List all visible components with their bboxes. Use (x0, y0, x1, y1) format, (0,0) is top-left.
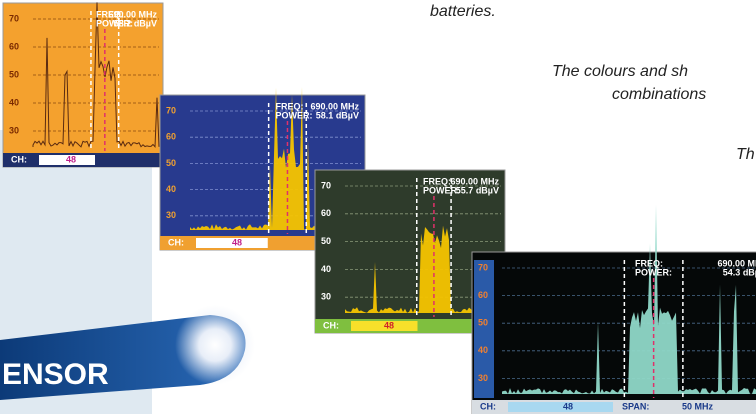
freq-value: 690.00 MHz (108, 9, 157, 19)
channel: 48 (232, 237, 242, 247)
y-tick-label: 70 (9, 13, 19, 23)
y-tick-label: 50 (9, 69, 19, 79)
ch-label: CH: (168, 237, 184, 247)
span-value: 50 MHz (682, 401, 714, 411)
screen-bg (471, 251, 756, 414)
power-label: POWER: (96, 18, 133, 28)
y-tick-label: 40 (478, 345, 488, 355)
spectrum-trace (32, 2, 160, 149)
y-tick-label: 60 (9, 41, 19, 51)
y-tick-label: 30 (478, 373, 488, 383)
y-tick-label: 50 (321, 236, 331, 246)
ch-label: CH: (323, 320, 339, 330)
logo-text: ENSOR (2, 358, 109, 391)
spectrum (345, 225, 501, 313)
y-tick-label: 60 (166, 132, 176, 142)
power-value: 58.2 dBµV (114, 18, 157, 28)
y-tick-label: 40 (321, 264, 331, 274)
channel: 48 (563, 401, 573, 411)
y-tick-label: 70 (166, 105, 176, 115)
power-label: POWER: (635, 267, 672, 277)
body-text: The colours and sh (552, 63, 688, 80)
y-tick-label: 70 (478, 262, 488, 272)
analyzer-screen: 70 60 50 40 30 FREQ:POWER: 690.00 MHz54.3 dBµV… (471, 204, 756, 414)
freq-value: 690.00 MHz (310, 101, 359, 111)
y-tick-label: 30 (321, 292, 331, 302)
body-text: Th (736, 146, 755, 163)
ch-box (39, 155, 95, 165)
spectrum (190, 86, 361, 230)
freq-value: 690.00 MHz (450, 176, 499, 186)
ch-label: CH: (480, 401, 496, 411)
axis-strip (474, 260, 494, 398)
y-tick-label: 50 (478, 318, 488, 328)
logo: ENSOR (0, 305, 255, 400)
ch-box (508, 402, 613, 412)
y-tick-label: 30 (166, 210, 176, 220)
y-tick-label: 40 (9, 97, 19, 107)
y-tick-label: 60 (478, 290, 488, 300)
power-value: 55.7 dBµV (456, 185, 499, 195)
y-tick-label: 70 (321, 180, 331, 190)
power-value: 54.3 dBµV (723, 267, 756, 277)
body-text: combinations (612, 86, 706, 103)
freq-label: FREQ: (635, 258, 663, 268)
ch-label: CH: (11, 154, 27, 164)
freq-label: FREQ: (423, 176, 451, 186)
ch-box (196, 238, 268, 248)
power-label: POWER: (423, 185, 460, 195)
body-text: batteries. (430, 3, 496, 20)
ch-box (351, 321, 418, 331)
y-tick-label: 40 (166, 184, 176, 194)
y-tick-label: 30 (9, 125, 19, 135)
power-value: 58.1 dBµV (316, 110, 359, 120)
freq-value: 690.00 MHz (717, 258, 756, 268)
span-label: SPAN: (622, 401, 649, 411)
freq-label: FREQ: (276, 101, 304, 111)
y-tick-label: 60 (321, 208, 331, 218)
screen-bg (2, 2, 164, 168)
channel: 48 (384, 320, 394, 330)
power-label: POWER: (276, 110, 313, 120)
y-tick-label: 50 (166, 158, 176, 168)
channel: 48 (66, 154, 76, 164)
freq-label: FREQ: (96, 9, 124, 19)
